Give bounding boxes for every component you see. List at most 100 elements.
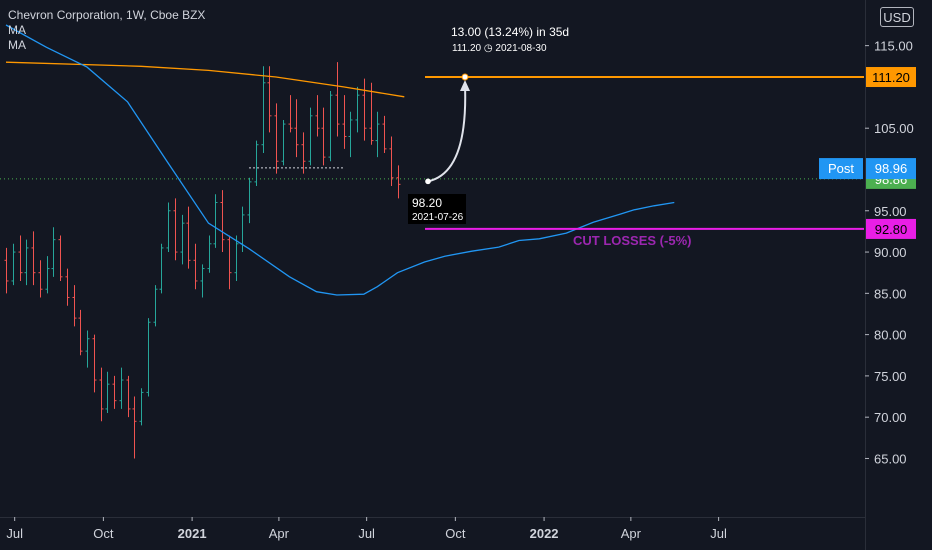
price-axis-background [865,0,932,550]
symbol-title[interactable]: Chevron Corporation, 1W, Cboe BZX [8,8,206,22]
ohlc-bar [78,309,83,356]
projection-arrowhead [460,80,470,92]
y-tick-label: 105.00 [874,121,914,136]
ohlc-bar [58,235,63,281]
ohlc-bar [294,99,299,158]
post-price-badge [866,158,916,180]
x-tick-label: 2022 [530,526,559,541]
ohlc-bar [355,86,360,133]
ohlc-bar [72,285,77,327]
currency-button[interactable]: USD [880,7,914,27]
ohlc-bar [166,202,171,253]
ohlc-bar [18,235,23,281]
price-level-lines [425,76,864,230]
ma-indicator-label-1[interactable]: MA [8,23,26,37]
post-tag-badge [819,158,863,180]
x-tick-label: Apr [621,526,642,541]
stop-badge-text: 92.80 [875,222,908,237]
ohlc-bar [4,247,9,294]
time-axis-background [0,517,865,550]
stop-badge [866,218,916,239]
ohlc-bar [85,330,90,368]
ohlc-bar [126,375,131,418]
ohlc-bar [112,375,117,409]
ohlc-bar [193,243,198,290]
y-tick-label: 90.00 [874,245,907,260]
ohlc-bar [213,194,218,248]
cut-losses-label: CUT LOSSES (-5%) [573,233,691,248]
entry-price-label: 98.20 [412,196,442,210]
ohlc-bar [119,367,124,409]
ohlc-bar [396,165,401,199]
ohlc-bar [362,78,367,141]
x-tick-label: Jul [358,526,375,541]
target-point-marker [461,73,469,81]
y-tick-label: 65.00 [874,451,907,466]
y-tick-label: 75.00 [874,369,907,384]
target-badge-text: 111.20 [872,70,910,85]
ohlc-bar [342,95,347,149]
post-price-text: 98.96 [875,161,908,176]
ohlc-bar [38,260,43,298]
x-tick-label: 2021 [178,526,207,541]
ohlc-bar [146,318,151,397]
ohlc-bar [31,231,36,286]
ohlc-bar [328,91,333,162]
ma-indicator-label-2[interactable]: MA [8,38,26,52]
ohlc-bar [220,190,225,253]
projection-arrow [427,84,467,183]
ohlc-bar [24,239,29,286]
ohlc-bar [315,95,320,137]
ohlc-bar [180,214,185,265]
x-tick-label: Apr [269,526,290,541]
projection-text: 13.00 (13.24%) in 35d [451,25,569,39]
ohlc-bar [234,235,239,281]
ohlc-bar [261,66,266,153]
entry-date-label: 2021-07-26 [412,212,464,223]
ohlc-bar [65,268,70,306]
ohlc-bar [274,103,279,174]
moving-average-long-line [5,61,405,98]
projection-subtext: 111.20 ◷ 2021-08-30 [452,43,547,54]
ohlc-bars [4,62,401,459]
ohlc-bar [159,243,164,294]
ohlc-bar [382,115,387,153]
ohlc-bar [11,243,16,286]
y-tick-label: 95.00 [874,204,907,219]
x-tick-label: Oct [445,526,466,541]
ohlc-bar [389,136,394,186]
ohlc-bar [207,235,212,273]
ohlc-bar [288,95,293,133]
ohlc-bar [92,334,97,393]
ohlc-bar [308,107,313,166]
post-tag-text: Post [828,161,854,176]
ohlc-bar [132,396,137,459]
moving-average-lines [5,24,675,296]
y-tick-label: 70.00 [874,410,907,425]
chart-legend: Chevron Corporation, 1W, Cboe BZX MA MA [8,8,205,53]
x-tick-label: Oct [93,526,114,541]
ohlc-bar [321,107,326,166]
y-tick-label: 85.00 [874,286,907,301]
ohlc-bar [281,119,286,166]
ohlc-bar [99,367,104,422]
ohlc-bar [45,256,50,294]
ohlc-bar [186,206,191,269]
ohlc-bar [335,62,340,137]
ohlc-bar [227,235,232,290]
ohlc-bar [301,132,306,174]
ohlc-bar [369,82,374,145]
ohlc-bar [153,285,158,327]
entry-point-marker [425,178,431,185]
target-badge [866,67,916,88]
ohlc-bar [348,111,353,158]
x-tick-label: Jul [710,526,727,541]
ohlc-bar [254,140,259,186]
moving-average-short-line [5,24,675,296]
annotations: 13.00 (13.24%) in 35d 111.20 ◷ 2021-08-30… [408,25,691,248]
entry-label-background [408,194,466,224]
ohlc-bar [247,177,252,224]
